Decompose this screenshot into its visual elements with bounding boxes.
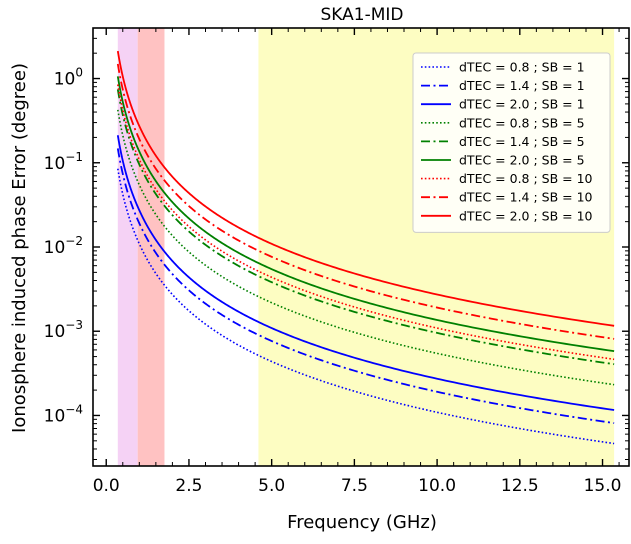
legend-box	[412, 52, 611, 233]
x-tick-label: 0.0	[93, 476, 120, 496]
series-line-6	[116, 76, 615, 353]
y-tick-label: 100	[54, 66, 83, 90]
y-tick-label: 10−1	[44, 150, 83, 174]
y-tick-label: 10−2	[44, 234, 83, 258]
series-line-3	[116, 135, 615, 411]
legend-label: dTEC = 1.4 ; SB = 1	[459, 78, 585, 93]
legend-label: dTEC = 2.0 ; SB = 5	[459, 153, 585, 168]
x-tick-label: 7.5	[341, 476, 368, 496]
legend-label: dTEC = 2.0 ; SB = 10	[459, 208, 593, 223]
legend-label: dTEC = 0.8 ; SB = 1	[459, 60, 585, 75]
series-line-4	[117, 109, 615, 386]
x-axis-label: Frequency (GHz)	[287, 512, 437, 533]
y-tick-label: 10−4	[44, 402, 83, 426]
legend-label: dTEC = 2.0 ; SB = 1	[459, 97, 585, 112]
series-line-7	[117, 84, 615, 361]
chart-title: SKA1-MID	[321, 5, 404, 25]
data-curves	[116, 50, 615, 445]
legend-label: dTEC = 1.4 ; SB = 5	[459, 134, 585, 149]
legend: dTEC = 0.8 ; SB = 1 dTEC = 1.4 ; SB = 1 dT…	[412, 52, 611, 233]
y-axis-label: Ionosphere induced phase Error (degree)	[9, 63, 30, 433]
x-tick-label: 15.0	[584, 476, 622, 496]
x-tick-label: 5.0	[258, 476, 285, 496]
x-tick-label: 10.0	[418, 476, 456, 496]
series-line-9	[116, 50, 615, 327]
legend-label: dTEC = 0.8 ; SB = 5	[459, 115, 585, 130]
y-tick-label: 10−3	[44, 318, 83, 342]
x-tick-label: 12.5	[501, 476, 539, 496]
legend-label: dTEC = 0.8 ; SB = 10	[459, 171, 593, 186]
ticks: 0.0 2.5 5.0 7.5 10.0 12.5 15.0 100 10−1 10−2 10−3 1…	[44, 28, 629, 496]
legend-label: dTEC = 1.4 ; SB = 10	[459, 190, 593, 205]
x-tick-label: 2.5	[175, 476, 202, 496]
series-line-1	[117, 168, 615, 445]
